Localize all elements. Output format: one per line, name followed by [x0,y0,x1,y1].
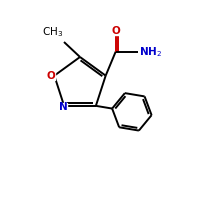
Bar [59,103,67,111]
Text: N: N [59,102,68,112]
Bar [46,72,55,80]
Bar [112,28,120,35]
Text: O: O [46,71,55,81]
Text: NH$_2$: NH$_2$ [139,45,162,59]
Text: O: O [111,26,120,36]
Text: CH$_3$: CH$_3$ [42,25,63,39]
